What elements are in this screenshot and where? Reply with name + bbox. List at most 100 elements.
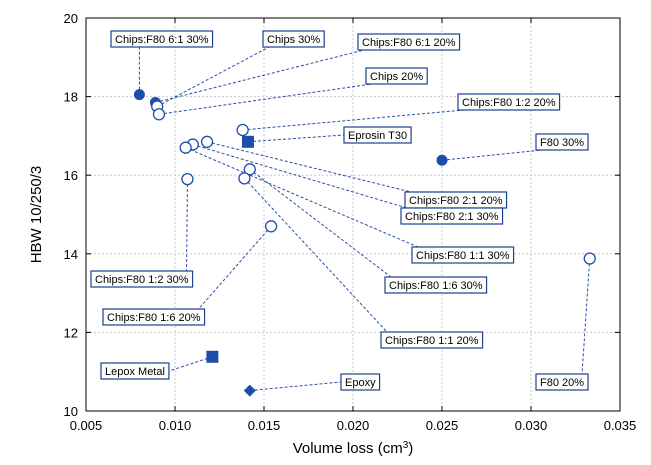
callout-text: Chips:F80 6:1 30% [115,34,209,46]
callout-text: Chips 20% [370,71,423,83]
callout-text: Chips:F80 1:2 20% [462,97,556,109]
callout-leader [158,83,373,115]
callout-leader [185,147,419,248]
callout-label: Chips 20% [365,67,428,85]
callout-leader [581,258,591,375]
callout-box [535,373,589,391]
callout-leader [155,49,365,103]
y-axis-title: HBW 10/250/3 [28,166,45,264]
data-point [238,172,251,185]
callout-text: Chips:F80 1:1 20% [385,335,479,347]
data-point [243,163,256,176]
data-point [264,220,278,233]
callout-label: Chips:F80 2:1 30% [400,207,504,225]
callout-text: Eprosin T30 [348,130,407,142]
callout-leader [198,225,272,310]
callout-text: Lepox Metal [105,366,165,378]
callout-label: Chips:F80 6:1 30% [110,30,214,48]
grid-lines [86,18,620,411]
y-tick-label: 16 [64,168,78,183]
callout-labels: Chips:F80 6:1 30% Chips 30% Chips:F80 6:1 … [90,30,589,391]
data-point [241,135,254,148]
callout-label: Chips 30% [262,30,325,48]
callout-text: Chips:F80 1:1 30% [416,250,510,262]
x-tick-label: 0.035 [604,418,637,433]
callout-label: Chips:F80 1:2 30% [90,270,194,288]
x-axis-title-end: ) [408,440,413,457]
callout-label: Epoxy [340,373,381,391]
callout-label: Lepox Metal [100,362,170,380]
y-tick-label: 20 [64,11,78,26]
callout-leader [156,46,270,107]
callout-leader [249,381,342,392]
callout-text: F80 20% [540,377,584,389]
callout-box [365,67,428,85]
callout-label: Chips:F80 1:1 30% [411,246,515,264]
data-point [583,252,596,265]
callout-box [262,30,325,48]
callout-text: Chips:F80 1:6 30% [389,280,483,292]
callout-box [384,276,488,294]
y-tick-label: 10 [64,404,78,419]
data-point [200,135,214,148]
callout-box [400,207,504,225]
callout-leaders [138,46,591,392]
data-point [206,350,219,363]
callout-leader [186,179,188,272]
x-tick-label: 0.005 [70,418,103,433]
data-point [181,172,194,186]
x-axis-title: Volume loss (cm3) [293,440,414,458]
callout-text: Chips 30% [267,34,320,46]
x-tick-label: 0.025 [426,418,459,433]
callout-box [357,33,461,51]
callout-leader [244,178,388,333]
callout-label: Chips:F80 6:1 20% [357,33,461,51]
x-tick-label: 0.010 [159,418,192,433]
callout-leader [242,109,465,131]
callout-leader [441,149,543,161]
callout-leader [168,356,213,372]
x-tick-label: 0.015 [248,418,281,433]
y-tick-label: 14 [64,247,78,262]
axis-ticks: 0.005 0.010 0.015 0.020 0.025 0.030 0.035 10 12 1… [64,11,637,433]
y-tick-label: 12 [64,325,78,340]
callout-label: Chips:F80 1:6 30% [384,276,488,294]
callout-text: Chips:F80 2:1 20% [409,195,503,207]
callout-label: Chips:F80 1:6 20% [102,308,206,326]
callout-box [411,246,515,264]
callout-text: Chips:F80 2:1 30% [405,211,499,223]
callout-box [340,373,381,391]
x-axis-title-main: Volume loss (cm [293,440,403,457]
callout-box [102,308,206,326]
y-tick-label: 18 [64,90,78,105]
callout-leader [247,134,345,143]
callout-leader [192,144,408,209]
x-tick-label: 0.020 [337,418,370,433]
data-markers [133,89,596,397]
callout-box [343,126,412,144]
callout-box [457,93,561,111]
data-point [236,123,249,137]
x-axis-title-superscript: 3 [403,440,409,451]
callout-label: F80 30% [535,133,589,151]
data-point [243,384,256,397]
callout-label: Eprosin T30 [343,126,412,144]
callout-text: Chips:F80 1:6 20% [107,312,201,324]
callout-box [90,270,194,288]
data-point [133,89,145,101]
callout-label: Chips:F80 2:1 20% [404,191,508,209]
x-tick-label: 0.030 [515,418,548,433]
callout-text: Epoxy [345,377,376,389]
callout-label: Chips:F80 1:1 20% [380,331,484,349]
callout-label: F80 20% [535,373,589,391]
callout-box [535,133,589,151]
callout-text: F80 30% [540,137,584,149]
callout-label: Chips:F80 1:2 20% [457,93,561,111]
data-point [436,154,448,166]
callout-box [110,30,214,48]
callout-leader [206,141,412,193]
data-point [152,108,166,121]
callout-text: Chips:F80 6:1 20% [362,37,456,49]
callout-text: Chips:F80 1:2 30% [95,274,189,286]
